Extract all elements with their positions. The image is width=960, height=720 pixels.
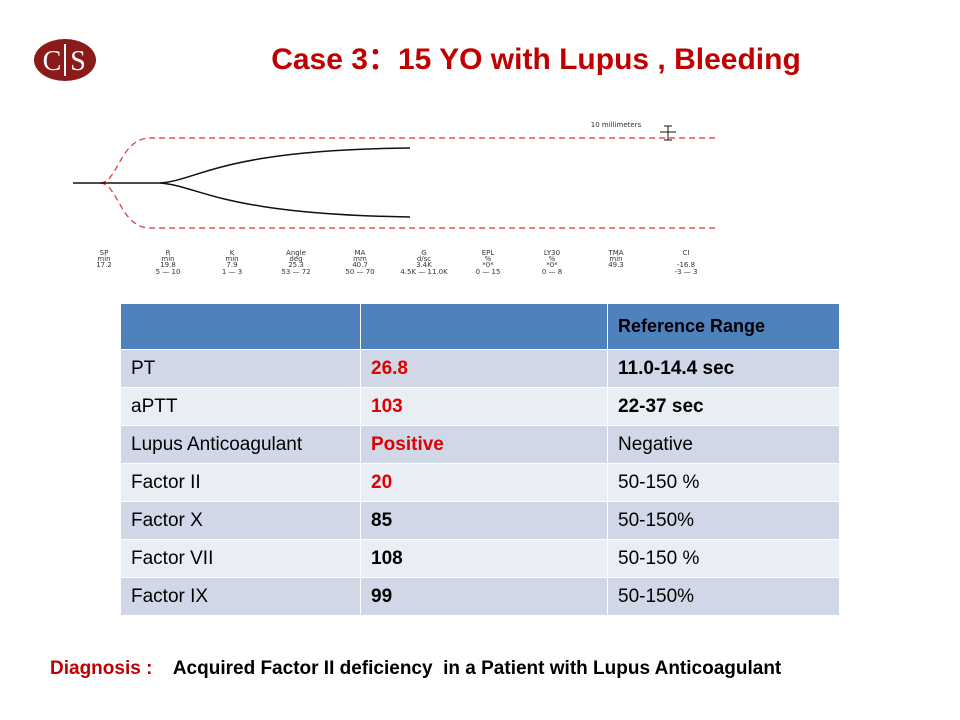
table-cell: 26.8 — [360, 349, 608, 388]
table-cell: 22-37 sec — [607, 387, 840, 426]
teg-value: 49.3 — [608, 261, 624, 269]
teg-value: 19.8 — [160, 261, 176, 269]
teg-unit: min — [161, 255, 174, 263]
table-row: Factor X 85 50-150% — [120, 501, 840, 540]
teg-value: 17.2 — [96, 261, 112, 269]
teg-unit: deg — [289, 255, 302, 263]
teg-unit: min — [609, 255, 622, 263]
teg-unit: % — [485, 255, 492, 263]
table-cell: 103 — [360, 387, 608, 426]
teg-unit: min — [225, 255, 238, 263]
teg-range: -3 — 3 — [675, 268, 698, 276]
table-cell: 50-150 % — [607, 539, 840, 578]
teg-value: *0* — [546, 261, 558, 269]
lab-table: Reference Range PT 26.8 11.0-14.4 sec aPTT 1… — [120, 303, 840, 616]
teg-value: 40.7 — [352, 261, 368, 269]
teg-name: G — [421, 249, 426, 257]
teg-value: 3.4K — [416, 261, 432, 269]
reference-envelope — [99, 182, 718, 229]
table-cell: aPTT — [120, 387, 361, 426]
table-cell: 50-150% — [607, 501, 840, 540]
teg-name: CI — [683, 249, 690, 257]
table-cell: 85 — [360, 501, 608, 540]
scale-label: 10 millimeters — [591, 121, 642, 129]
logo-letter: C — [43, 46, 62, 77]
teg-unit: mm — [353, 255, 367, 263]
trace — [159, 182, 411, 218]
table-row: PT 26.8 11.0-14.4 sec — [120, 349, 840, 388]
table-cell: 108 — [360, 539, 608, 578]
teg-value: 25.3 — [288, 261, 304, 269]
teg-range: 0 — 15 — [476, 268, 501, 276]
table-cell: Positive — [360, 425, 608, 464]
table-cell: 50-150% — [607, 577, 840, 616]
slide-title: Case 3：15 YO with Lupus , Bleeding — [271, 43, 801, 76]
reference-envelope — [99, 137, 718, 184]
teg-name: TMA — [607, 249, 623, 257]
table-cell: 99 — [360, 577, 608, 616]
teg-name: R — [166, 249, 171, 257]
teg-name: EPL — [482, 249, 495, 257]
table-cell: Factor IX — [120, 577, 361, 616]
teg-name: K — [230, 249, 235, 257]
table-cell: Negative — [607, 425, 840, 464]
teg-range: 5 — 10 — [156, 268, 181, 276]
teg-value: -16.8 — [677, 261, 695, 269]
teg-range: 4.5K — 11.0K — [400, 268, 448, 276]
logo: C S — [34, 39, 96, 81]
table-row: Lupus Anticoagulant Positive Negative — [120, 425, 840, 464]
teg-name: LY30 — [544, 249, 560, 257]
table-cell: Lupus Anticoagulant — [120, 425, 361, 464]
table-row: Factor IX 99 50-150% — [120, 577, 840, 616]
header-cell: Reference Range — [607, 303, 840, 350]
table-cell: 20 — [360, 463, 608, 502]
teg-unit: min — [97, 255, 110, 263]
diagnosis: Diagnosis : Acquired Factor II deficienc… — [50, 656, 840, 682]
table-row: aPTT 103 22-37 sec — [120, 387, 840, 426]
teg-range: 1 — 3 — [222, 268, 242, 276]
teg-unit: % — [549, 255, 556, 263]
table-cell: Factor X — [120, 501, 361, 540]
table-cell: PT — [120, 349, 361, 388]
scale-bar — [660, 125, 676, 141]
teg-value: *0* — [482, 261, 494, 269]
teg-value: 7.9 — [226, 261, 237, 269]
teg-name: Angle — [286, 249, 306, 257]
teg-name: SP — [100, 249, 109, 257]
table-row: Factor VII 108 50-150 % — [120, 539, 840, 578]
table-cell: 50-150 % — [607, 463, 840, 502]
table-cell: Factor II — [120, 463, 361, 502]
table-cell: Factor VII — [120, 539, 361, 578]
teg-range: 50 — 70 — [345, 268, 374, 276]
logo-letter: S — [70, 46, 86, 77]
diagnosis-label: Diagnosis : — [50, 658, 153, 679]
table-cell: 11.0-14.4 sec — [607, 349, 840, 388]
table-row: Factor II 20 50-150 % — [120, 463, 840, 502]
teg-name: MA — [355, 249, 366, 257]
teg-unit: d/sc — [417, 255, 431, 263]
diagnosis-text: Acquired Factor II deficiency in a Patie… — [172, 658, 782, 679]
teg-range: 53 — 72 — [281, 268, 310, 276]
trace — [73, 147, 411, 184]
teg-range: 0 — 8 — [542, 268, 562, 276]
